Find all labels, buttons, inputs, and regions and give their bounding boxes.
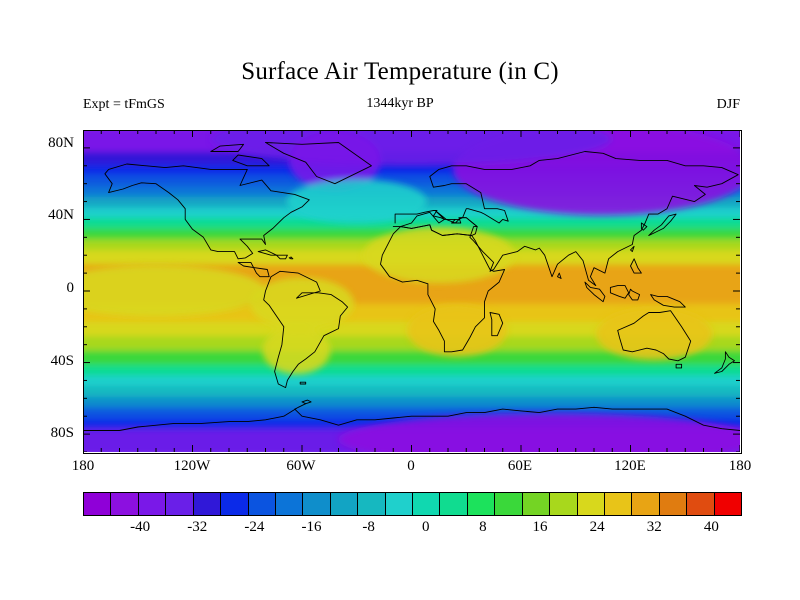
longitude-tick-label: 120W [173, 458, 211, 474]
colorbar-cell [330, 493, 359, 515]
colorbar-tick-label: 40 [703, 519, 719, 535]
page-title: Surface Air Temperature (in C) [241, 58, 559, 85]
anomaly-region [286, 179, 427, 224]
anomaly-region [250, 277, 354, 330]
colorbar [83, 492, 742, 516]
coastline [489, 312, 504, 337]
coastline [237, 261, 270, 278]
coastline [675, 363, 683, 369]
coastline [263, 270, 349, 389]
colorbar-cell [687, 493, 715, 515]
regional-anomaly-blobs [83, 130, 740, 452]
colorbar-cell [275, 493, 304, 515]
longitude-tick-label: 180 [71, 458, 95, 474]
coastline [232, 154, 270, 167]
colorbar-cell [440, 493, 468, 515]
latitude-tick-label: 80N [48, 135, 74, 151]
temperature-map [83, 130, 740, 452]
colorbar-cell [221, 493, 249, 515]
anomaly-region [288, 130, 381, 191]
colorbar-cell [632, 493, 660, 515]
latitude-tick-label: 80S [50, 425, 74, 441]
coastline [609, 285, 630, 299]
anomaly-region [407, 304, 508, 357]
colorbar-cell [522, 493, 551, 515]
longitude-tick-label: 0 [407, 458, 415, 474]
colorbar-tick-label: -16 [301, 519, 322, 535]
anomaly-region [596, 307, 713, 360]
colorbar-tick-label: 0 [422, 519, 430, 535]
coastline [394, 151, 739, 287]
coastline [210, 143, 245, 152]
coastline [557, 272, 562, 279]
latitude-tick-label: 0 [66, 280, 75, 296]
longitude-tick-label: 120E [614, 458, 646, 474]
colorbar-cell [193, 493, 222, 515]
season-label: DJF [716, 97, 740, 112]
anomaly-region [262, 326, 331, 375]
coastline [299, 381, 307, 385]
colorbar-cell [84, 493, 112, 515]
coastline [301, 399, 312, 405]
colorbar-tick-label: 24 [589, 519, 605, 535]
coastline [648, 213, 677, 236]
colorbar-cell [659, 493, 688, 515]
coastline [83, 403, 740, 431]
colorbar-cell [467, 493, 496, 515]
colorbar-tick-label: 32 [646, 519, 662, 535]
coastline [584, 281, 606, 303]
coastline [617, 310, 692, 362]
colorbar-tick-label: 16 [532, 519, 548, 535]
longitude-tick-label: 60E [507, 458, 533, 474]
coastline [640, 222, 648, 231]
colorbar-cell [605, 493, 633, 515]
colorbar-tick-label: -8 [362, 519, 375, 535]
coastline [257, 249, 277, 256]
latitude-tick-label: 40N [48, 207, 74, 223]
colorbar-tick-label: 8 [479, 519, 487, 535]
colorbar-cell [385, 493, 414, 515]
figure-subtitle: 1344kyr BP [366, 96, 434, 111]
coastline [265, 142, 372, 185]
coastline-outlines [83, 142, 740, 431]
coastline [380, 224, 506, 353]
colorbar-cell [714, 493, 742, 515]
colorbar-cell [577, 493, 606, 515]
anomaly-region [83, 265, 266, 317]
colorbar-cell [303, 493, 331, 515]
colorbar-tick-label: -24 [244, 519, 265, 535]
coastline [276, 254, 288, 260]
colorbar-cell [166, 493, 194, 515]
colorbar-tick-label: -32 [187, 519, 208, 535]
coastline [630, 245, 635, 253]
latitude-tick-label: 40S [50, 353, 74, 369]
longitude-tick-label: 60W [286, 458, 316, 474]
colorbar-cell [413, 493, 441, 515]
coastline [628, 288, 641, 301]
colorbar-cell [358, 493, 386, 515]
coastline [650, 294, 686, 308]
anomaly-region [362, 227, 515, 284]
colorbar-cell [550, 493, 578, 515]
coastline [630, 258, 642, 274]
colorbar-cell [495, 493, 523, 515]
anomaly-region [338, 413, 740, 452]
colorbar-tick-label: -40 [130, 519, 151, 535]
coastline [104, 163, 310, 260]
colorbar-cell [138, 493, 167, 515]
coastline [288, 256, 294, 260]
coastline [714, 351, 735, 374]
map-canvas [83, 130, 740, 452]
longitude-tick-label: 180 [728, 458, 752, 474]
colorbar-cell [111, 493, 139, 515]
colorbar-cell [248, 493, 276, 515]
experiment-label: Expt = tFmGS [83, 97, 165, 112]
